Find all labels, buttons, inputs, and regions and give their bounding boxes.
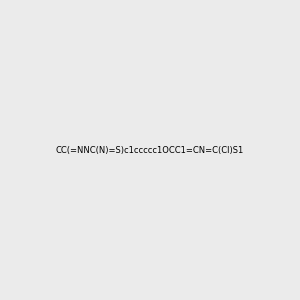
Text: CC(=NNC(N)=S)c1ccccc1OCC1=CN=C(Cl)S1: CC(=NNC(N)=S)c1ccccc1OCC1=CN=C(Cl)S1 [56, 146, 244, 154]
